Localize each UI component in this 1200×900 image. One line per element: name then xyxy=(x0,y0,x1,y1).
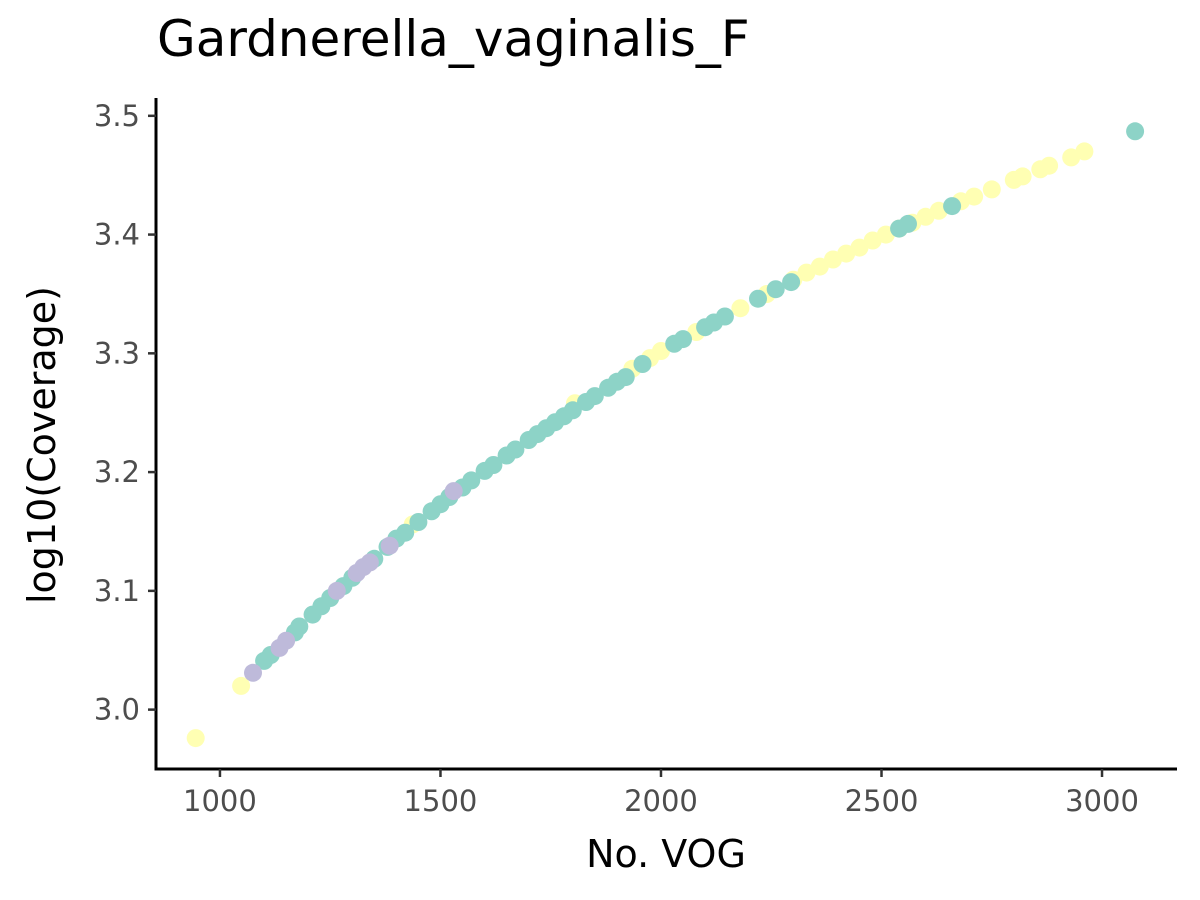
data-point xyxy=(1075,142,1094,161)
data-point xyxy=(380,536,399,555)
data-point xyxy=(1126,122,1145,141)
axes-layer xyxy=(154,98,1177,771)
data-point xyxy=(244,663,262,682)
chart-title: Gardnerella_vaginalis_F xyxy=(157,10,750,68)
data-point xyxy=(850,238,869,257)
y-tick-label: 3.0 xyxy=(94,693,140,727)
data-point xyxy=(652,342,670,360)
x-tick-label: 2000 xyxy=(624,784,698,818)
y-tick-label: 3.5 xyxy=(94,99,140,133)
data-point xyxy=(674,330,692,349)
data-point xyxy=(396,523,415,542)
data-point xyxy=(186,729,205,748)
data-point xyxy=(444,482,463,501)
data-point xyxy=(360,553,379,572)
y-tick-label: 3.1 xyxy=(94,574,140,608)
y-tick-label: 3.4 xyxy=(94,218,140,252)
data-point xyxy=(965,187,984,206)
data-point xyxy=(290,617,309,636)
data-point xyxy=(585,387,604,406)
data-point xyxy=(462,471,481,490)
data-point xyxy=(731,299,750,318)
data-point xyxy=(782,273,801,292)
data-point xyxy=(484,456,503,474)
x-tick-label: 1000 xyxy=(183,784,257,818)
data-point xyxy=(633,355,652,373)
data-point xyxy=(810,257,829,276)
data-point xyxy=(715,307,734,326)
data-point xyxy=(563,401,582,420)
x-ticks: 1000 1500 2000 2500 3000 xyxy=(183,769,1139,818)
data-point xyxy=(766,280,785,299)
y-tick-label: 3.3 xyxy=(94,336,140,370)
points-layer xyxy=(186,122,1145,748)
y-tick-label: 3.2 xyxy=(94,455,140,489)
y-axis-title: log10(Coverage) xyxy=(20,286,64,604)
data-point xyxy=(277,631,296,650)
data-point xyxy=(1040,156,1059,175)
data-point xyxy=(982,180,1001,199)
data-point xyxy=(232,676,251,695)
data-point xyxy=(327,581,346,600)
x-tick-label: 2500 xyxy=(845,784,919,818)
data-point xyxy=(1013,167,1032,186)
data-point xyxy=(616,368,635,387)
data-point xyxy=(506,440,525,459)
x-tick-label: 3000 xyxy=(1065,784,1139,818)
data-point xyxy=(943,197,962,216)
data-point xyxy=(899,214,917,233)
data-point xyxy=(409,513,428,531)
y-ticks: 3.0 3.1 3.2 3.3 3.4 3.5 xyxy=(94,99,156,727)
x-tick-label: 1500 xyxy=(404,784,478,818)
x-axis-title: No. VOG xyxy=(586,832,746,876)
data-point xyxy=(749,289,767,308)
